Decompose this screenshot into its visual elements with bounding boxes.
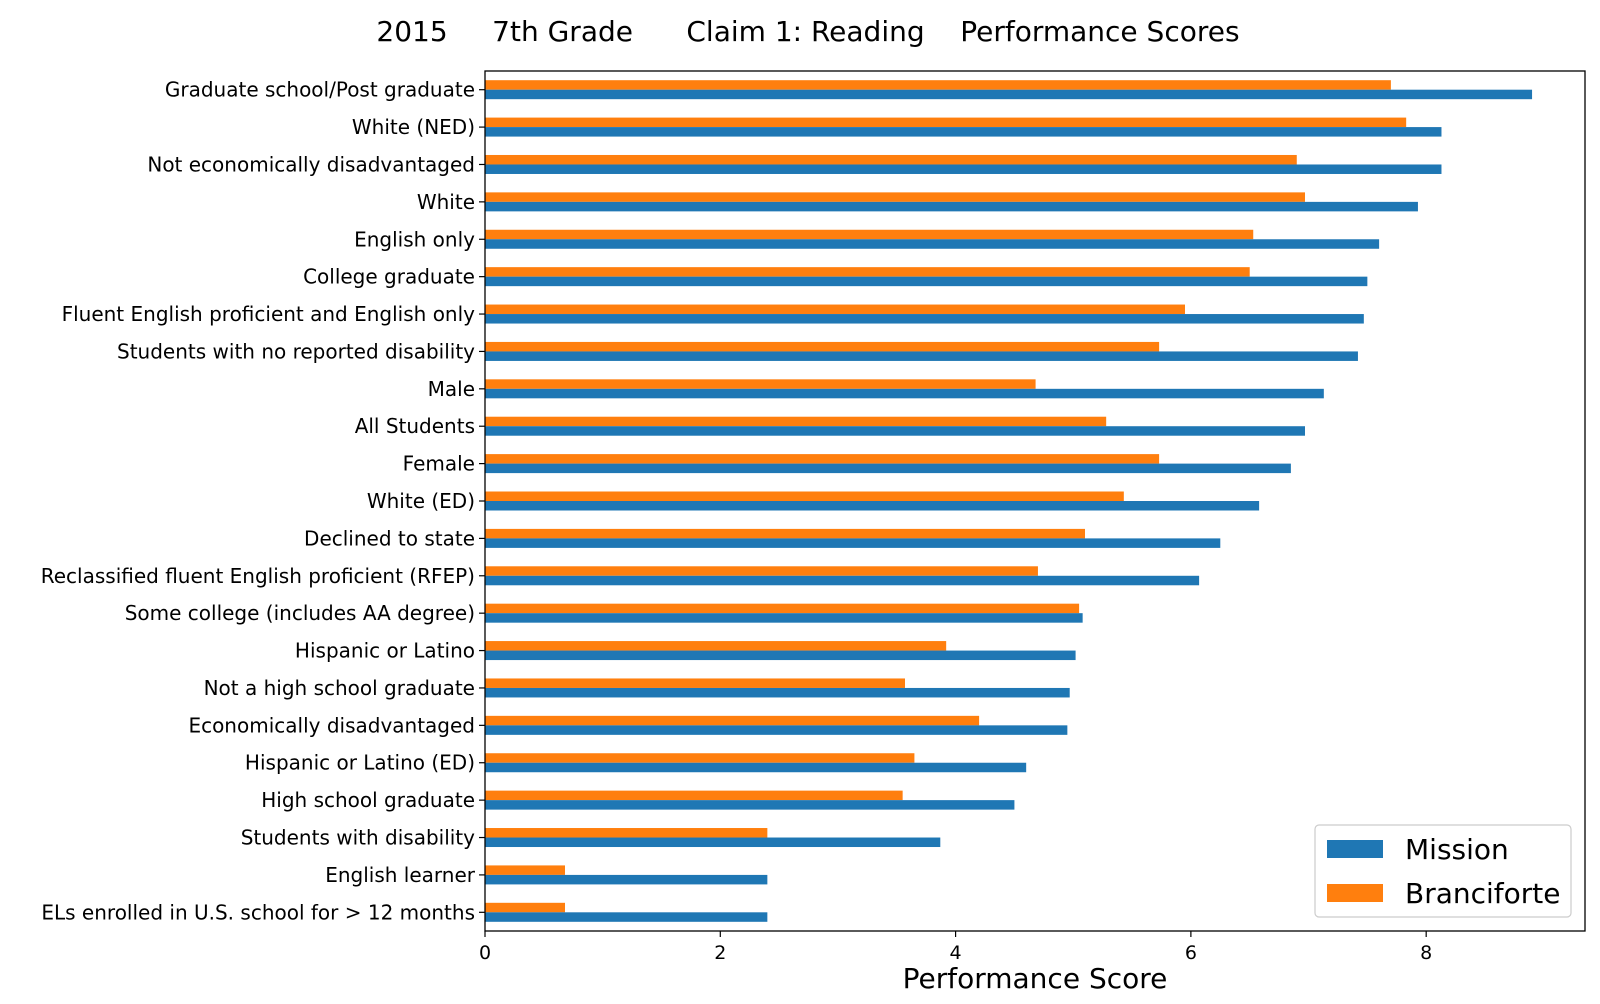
bar-mission-19 — [485, 800, 1015, 810]
bar-branciforte-13 — [485, 566, 1038, 576]
legend-label-mission: Mission — [1405, 833, 1509, 866]
y-tick-label: Male — [428, 377, 475, 401]
bar-mission-7 — [485, 351, 1358, 361]
bar-branciforte-9 — [485, 416, 1107, 427]
y-tick-label: Declined to state — [304, 526, 475, 550]
bar-branciforte-17 — [485, 715, 980, 726]
bar-branciforte-16 — [485, 678, 905, 688]
y-tick-label: English learner — [325, 863, 476, 887]
y-tick-label: English only — [354, 227, 475, 251]
bar-branciforte-10 — [485, 454, 1160, 464]
bar-branciforte-18 — [485, 753, 915, 763]
bar-branciforte-0 — [485, 80, 1391, 90]
bar-mission-3 — [485, 201, 1418, 212]
x-tick-label: 8 — [1420, 942, 1432, 964]
bar-mission-16 — [485, 687, 1070, 698]
bar-mission-15 — [485, 650, 1076, 661]
x-axis-label: Performance Score — [903, 962, 1168, 995]
bar-branciforte-4 — [485, 229, 1254, 240]
bar-mission-11 — [485, 501, 1260, 511]
bar-mission-5 — [485, 276, 1368, 287]
y-tick-label: White (NED) — [352, 115, 475, 139]
y-tick-label: Students with no reported disability — [117, 339, 475, 363]
bar-branciforte-8 — [485, 379, 1036, 389]
bars-layer — [485, 80, 1533, 922]
x-axis: 0 2 4 6 8 — [479, 931, 1432, 964]
bar-mission-8 — [485, 388, 1324, 399]
bar-branciforte-21 — [485, 865, 565, 875]
bar-mission-22 — [485, 912, 768, 922]
bar-branciforte-6 — [485, 304, 1185, 315]
bar-mission-21 — [485, 874, 768, 885]
bar-branciforte-11 — [485, 491, 1124, 501]
bar-mission-18 — [485, 762, 1027, 773]
bar-branciforte-3 — [485, 192, 1305, 202]
legend: Mission Branciforte — [1314, 824, 1572, 918]
bar-branciforte-7 — [485, 341, 1160, 352]
plot-frame — [484, 70, 1586, 932]
bar-mission-14 — [485, 613, 1083, 623]
bar-mission-20 — [485, 837, 941, 848]
chart-title: 2015 7th Grade Claim 1: Reading Performa… — [376, 15, 1239, 48]
bar-mission-9 — [485, 426, 1305, 436]
x-tick-label: 0 — [479, 942, 491, 964]
bar-branciforte-5 — [485, 267, 1250, 277]
bar-mission-4 — [485, 239, 1380, 249]
bar-mission-13 — [485, 575, 1200, 586]
x-tick-label: 6 — [1185, 942, 1197, 964]
y-tick-label: College graduate — [303, 265, 475, 289]
x-tick-label: 2 — [714, 942, 726, 964]
bar-branciforte-1 — [485, 117, 1407, 128]
y-tick-label: ELs enrolled in U.S. school for > 12 mon… — [41, 900, 475, 924]
bar-branciforte-22 — [485, 902, 565, 913]
y-tick-label: Reclassified fluent English proficient (… — [41, 564, 475, 588]
y-tick-label: White — [417, 190, 475, 214]
y-tick-label: Graduate school/Post graduate — [165, 78, 475, 102]
legend-label-branciforte: Branciforte — [1405, 877, 1561, 910]
y-axis: Graduate school/Post graduate White (NED)… — [41, 78, 485, 924]
y-tick-label: Economically disadvantaged — [188, 713, 475, 737]
bar-branciforte-19 — [485, 790, 903, 801]
legend-swatch-mission — [1327, 840, 1383, 858]
bar-mission-12 — [485, 538, 1221, 548]
y-tick-label: Students with disability — [241, 826, 475, 850]
y-tick-label: Fluent English proficient and English on… — [62, 302, 476, 326]
bar-mission-10 — [485, 463, 1291, 474]
y-tick-label: Female — [403, 452, 475, 476]
y-tick-label: High school graduate — [261, 788, 475, 812]
y-tick-label: White (ED) — [367, 489, 475, 513]
y-tick-label: Not a high school graduate — [204, 676, 475, 700]
bar-mission-17 — [485, 725, 1068, 735]
bar-branciforte-2 — [485, 154, 1297, 165]
bar-branciforte-14 — [485, 603, 1080, 614]
bar-mission-2 — [485, 164, 1442, 174]
y-tick-label: Some college (includes AA degree) — [125, 601, 475, 625]
bar-branciforte-15 — [485, 641, 947, 651]
y-tick-label: All Students — [355, 414, 475, 438]
y-tick-label: Hispanic or Latino — [295, 639, 475, 663]
bar-branciforte-12 — [485, 528, 1085, 539]
y-tick-label: Not economically disadvantaged — [147, 152, 475, 176]
y-tick-label: Hispanic or Latino (ED) — [245, 751, 475, 775]
bar-mission-6 — [485, 314, 1364, 324]
bar-mission-0 — [485, 89, 1533, 100]
bar-mission-1 — [485, 127, 1442, 137]
legend-swatch-branciforte — [1327, 884, 1383, 902]
bar-branciforte-20 — [485, 828, 768, 838]
x-tick-label: 4 — [950, 942, 962, 964]
